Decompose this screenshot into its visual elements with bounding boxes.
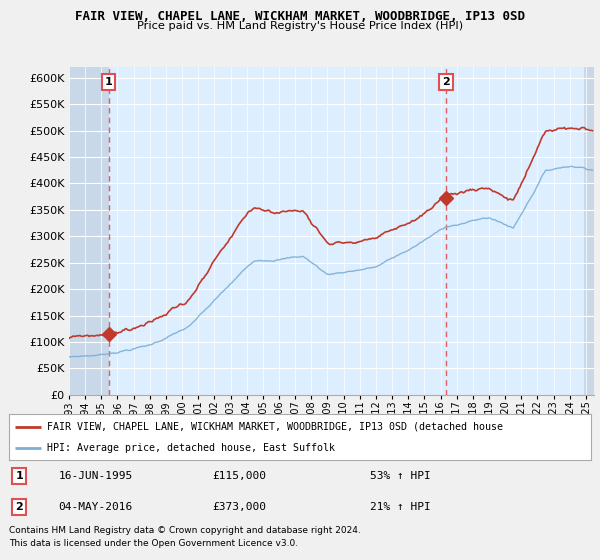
Text: FAIR VIEW, CHAPEL LANE, WICKHAM MARKET, WOODBRIDGE, IP13 0SD: FAIR VIEW, CHAPEL LANE, WICKHAM MARKET, … <box>75 10 525 23</box>
Text: 2: 2 <box>16 502 23 512</box>
Text: 53% ↑ HPI: 53% ↑ HPI <box>370 470 431 480</box>
Bar <box>69 67 109 395</box>
Text: 2: 2 <box>442 77 450 87</box>
Text: £115,000: £115,000 <box>212 470 266 480</box>
Text: Contains HM Land Registry data © Crown copyright and database right 2024.: Contains HM Land Registry data © Crown c… <box>9 526 361 535</box>
Text: 21% ↑ HPI: 21% ↑ HPI <box>370 502 431 512</box>
Text: 1: 1 <box>16 470 23 480</box>
Text: £373,000: £373,000 <box>212 502 266 512</box>
Text: FAIR VIEW, CHAPEL LANE, WICKHAM MARKET, WOODBRIDGE, IP13 0SD (detached house: FAIR VIEW, CHAPEL LANE, WICKHAM MARKET, … <box>47 422 503 432</box>
Text: Price paid vs. HM Land Registry's House Price Index (HPI): Price paid vs. HM Land Registry's House … <box>137 21 463 31</box>
Text: HPI: Average price, detached house, East Suffolk: HPI: Average price, detached house, East… <box>47 443 335 453</box>
Text: 16-JUN-1995: 16-JUN-1995 <box>58 470 133 480</box>
Text: This data is licensed under the Open Government Licence v3.0.: This data is licensed under the Open Gov… <box>9 539 298 548</box>
Text: 04-MAY-2016: 04-MAY-2016 <box>58 502 133 512</box>
Bar <box>584 67 594 395</box>
Text: 1: 1 <box>105 77 113 87</box>
